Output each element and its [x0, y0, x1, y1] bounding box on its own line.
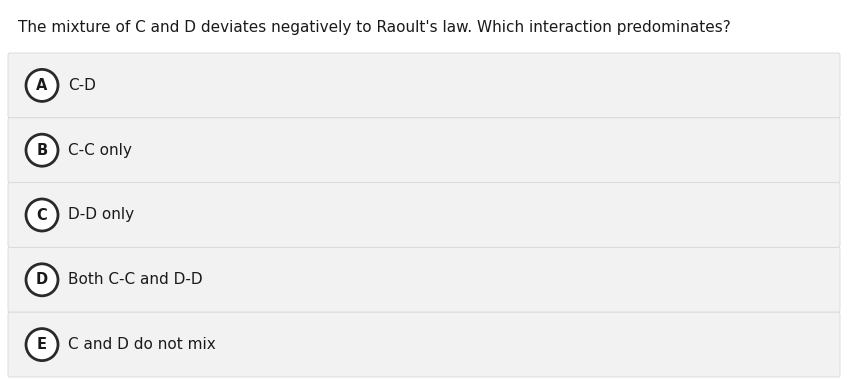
Ellipse shape [26, 264, 58, 296]
Ellipse shape [26, 70, 58, 101]
Text: The mixture of C and D deviates negatively to Raoult's law. Which interaction pr: The mixture of C and D deviates negative… [18, 20, 731, 35]
Text: C: C [36, 207, 47, 223]
Text: E: E [37, 337, 47, 352]
FancyBboxPatch shape [8, 118, 840, 183]
Ellipse shape [26, 199, 58, 231]
Text: C-C only: C-C only [68, 143, 132, 158]
FancyBboxPatch shape [8, 53, 840, 118]
Text: B: B [36, 143, 47, 158]
Ellipse shape [26, 329, 58, 361]
Text: D: D [36, 272, 48, 287]
Text: C and D do not mix: C and D do not mix [68, 337, 215, 352]
Text: C-D: C-D [68, 78, 96, 93]
FancyBboxPatch shape [8, 312, 840, 377]
Ellipse shape [26, 134, 58, 166]
Text: Both C-C and D-D: Both C-C and D-D [68, 272, 203, 287]
FancyBboxPatch shape [8, 183, 840, 247]
Text: D-D only: D-D only [68, 207, 134, 223]
FancyBboxPatch shape [8, 247, 840, 312]
Text: A: A [36, 78, 47, 93]
